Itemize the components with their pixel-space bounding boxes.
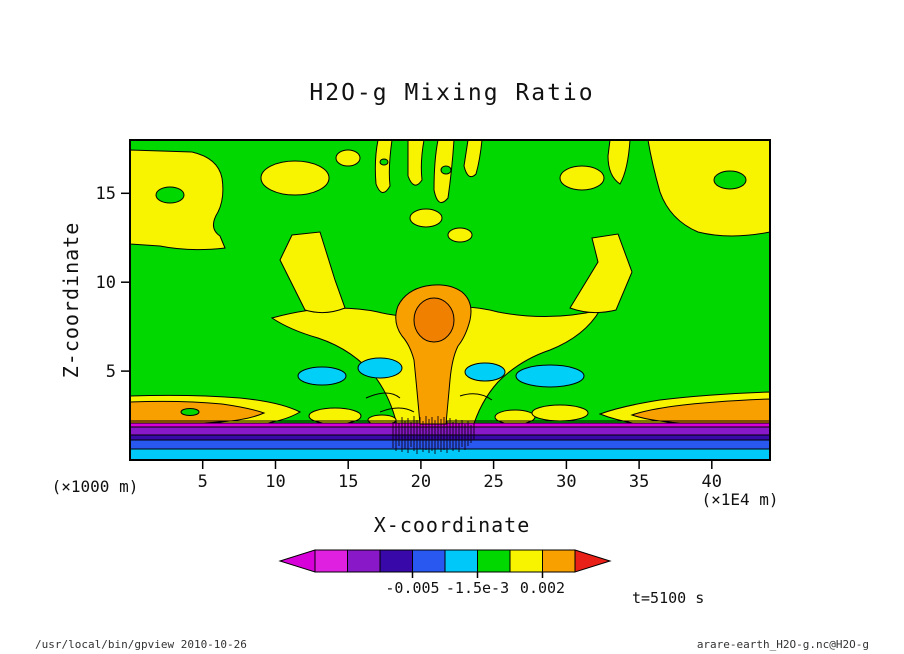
yellow-blob [559, 165, 605, 191]
green-dot [379, 158, 389, 166]
colorbar-overflow-arrow [574, 549, 612, 573]
y-axis-ticks [121, 192, 130, 372]
colorbar-label: -0.005 [385, 579, 439, 597]
cyan-patch [464, 362, 506, 382]
colorbar-cell [347, 549, 381, 573]
contour-plot [129, 139, 771, 461]
green-dot [440, 165, 452, 175]
y-tick-label: 15 [96, 184, 116, 204]
contour-squiggle [459, 393, 493, 401]
contour-hatch-cluster [392, 416, 475, 454]
colorbar-cell [379, 549, 413, 573]
x-tick-label: 40 [702, 472, 722, 492]
yellow-streak [374, 140, 393, 193]
yellow-blob [409, 208, 443, 228]
colorbar-cell [509, 549, 543, 573]
yellow-region-top-right [647, 140, 770, 237]
yellow-streak [407, 140, 425, 186]
surface-stripe-cyan [130, 448, 770, 460]
yellow-patch [308, 407, 362, 425]
colorbar-cell [314, 549, 348, 573]
yellow-streak [463, 140, 483, 178]
colorbar-label: 0.002 [520, 579, 565, 597]
x-tick-label: 15 [338, 472, 358, 492]
x-axis-tick-labels: 5 10 15 20 25 30 35 40 [198, 472, 722, 492]
yellow-blob [335, 149, 361, 167]
x-axis-ticks [201, 460, 713, 469]
time-annotation: t=5100 s [632, 589, 704, 607]
cyan-patch [357, 357, 403, 379]
x-tick-label: 10 [265, 472, 285, 492]
x-tick-label: 5 [198, 472, 208, 492]
contour-squiggle [365, 392, 401, 399]
y-axis-tick-labels: 5 10 15 [96, 184, 116, 382]
contour-field [130, 140, 770, 460]
footer-command-and-date: /usr/local/bin/gpview 2010-10-26 [35, 638, 247, 651]
x-axis-label: X-coordinate [374, 513, 531, 537]
x-tick-label: 30 [556, 472, 576, 492]
colorbar-cell [477, 549, 511, 573]
yellow-blob [260, 160, 330, 196]
colorbar-label: -1.5e-3 [446, 579, 509, 597]
x-tick-label: 20 [411, 472, 431, 492]
green-hole [155, 186, 185, 204]
colorbar-cell [412, 549, 446, 573]
y-tick-label: 5 [106, 362, 116, 382]
plot-frame [129, 139, 771, 461]
x-axis-unit-label: (×1E4 m) [701, 490, 778, 509]
cyan-patch [515, 364, 585, 388]
contour-squiggle [379, 407, 415, 413]
y-axis-unit-label: (×1000 m) [52, 477, 139, 496]
colorbar-cell [444, 549, 478, 573]
x-tick-label: 35 [629, 472, 649, 492]
colorbar-cell [542, 549, 576, 573]
green-hole [713, 170, 747, 190]
green-hole [180, 408, 200, 416]
chart-title: H2O-g Mixing Ratio [309, 80, 594, 106]
colorbar-underflow-arrow [278, 549, 316, 573]
yellow-blob [447, 227, 473, 243]
yellow-patch [494, 409, 536, 425]
y-tick-label: 10 [96, 273, 116, 293]
yellow-streak [607, 140, 631, 185]
colorbar: -0.005 -1.5e-3 0.002 [278, 549, 612, 597]
cyan-patch [297, 366, 347, 386]
footer-datafile: arare-earth_H2O-g.nc@H2O-g [697, 638, 869, 651]
yellow-arm-right [569, 233, 633, 314]
x-tick-label: 25 [483, 472, 503, 492]
yellow-arm-left [279, 231, 346, 314]
orange-plume-core [413, 297, 455, 343]
yellow-patch [531, 404, 589, 422]
y-axis-label: Z-coordinate [59, 222, 83, 379]
